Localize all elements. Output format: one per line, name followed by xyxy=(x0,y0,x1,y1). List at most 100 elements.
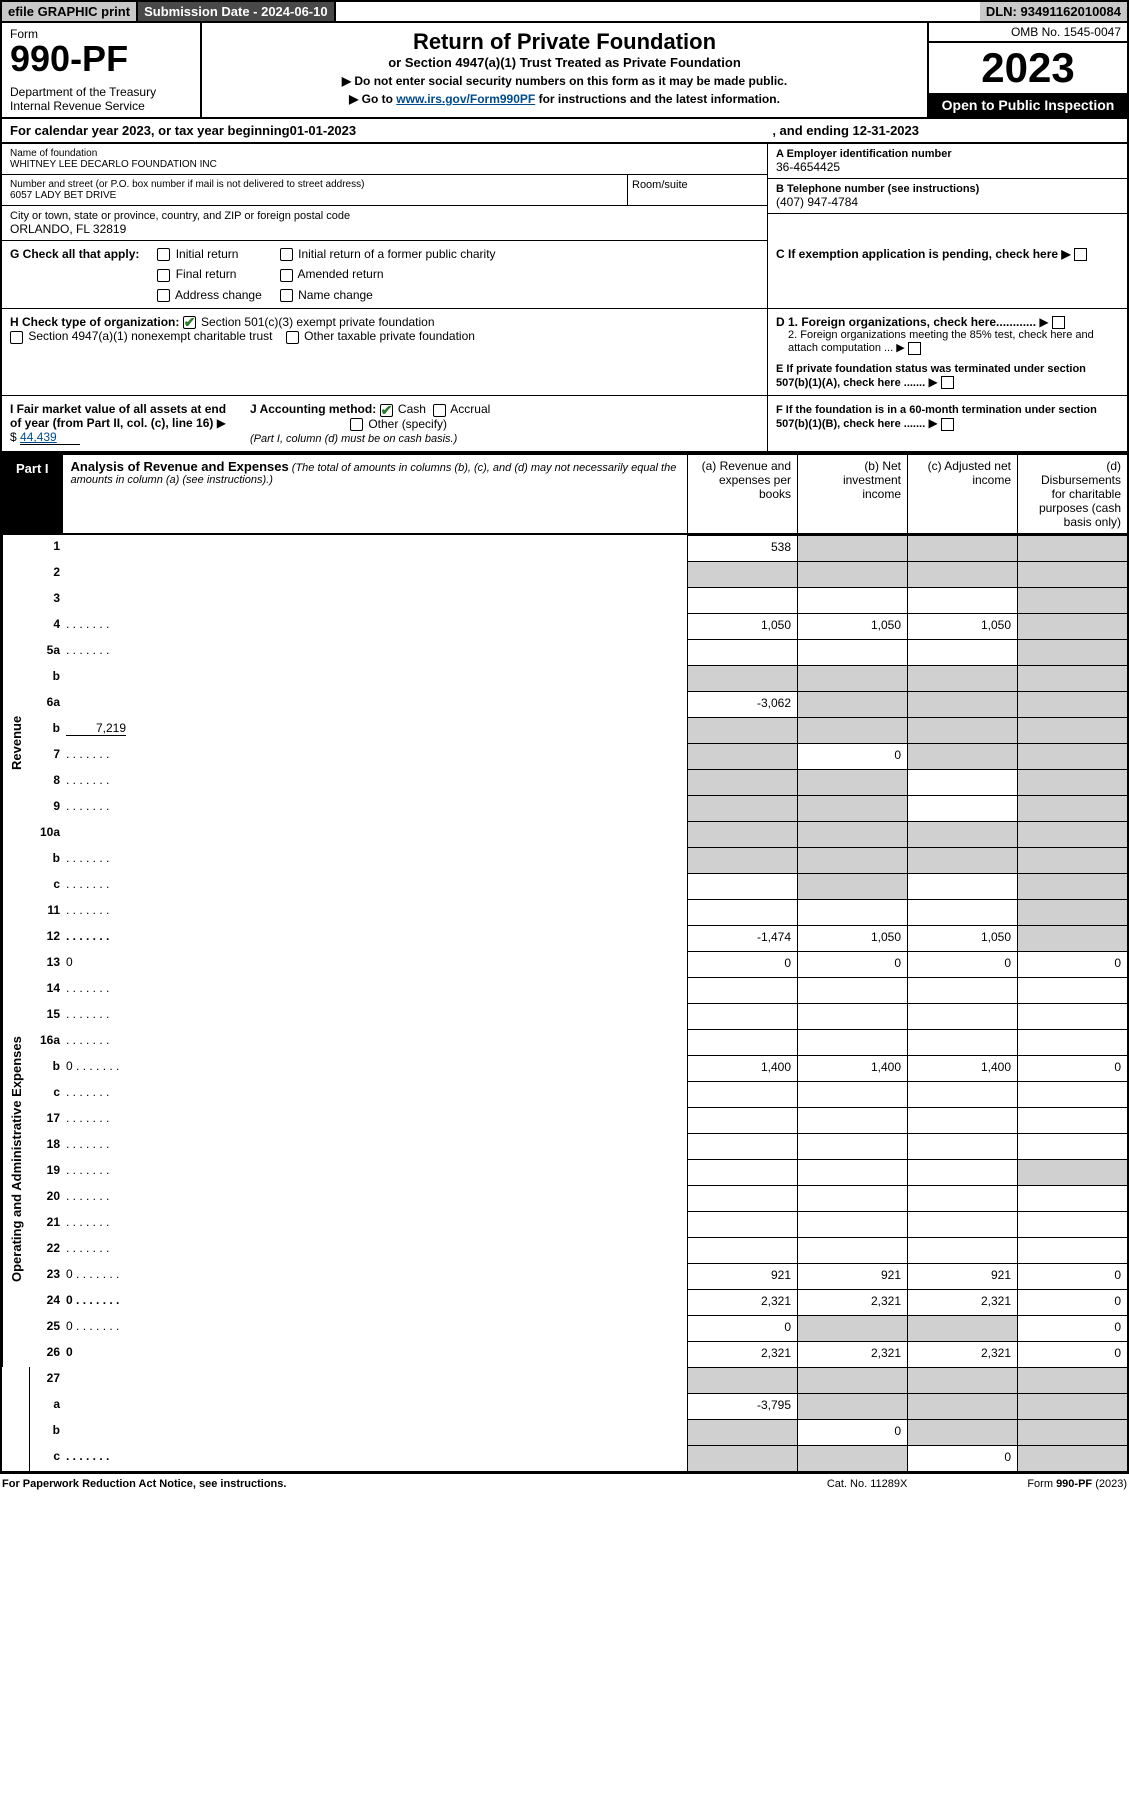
line-number: 15 xyxy=(30,1003,64,1029)
line-number: 17 xyxy=(30,1107,64,1133)
col-c-value xyxy=(907,535,1017,561)
cb-d2[interactable] xyxy=(908,342,921,355)
line-description: . . . . . . . xyxy=(64,639,687,665)
col-c-value: 921 xyxy=(907,1263,1017,1289)
line-number: 14 xyxy=(30,977,64,1003)
col-c-value xyxy=(907,899,1017,925)
table-row: 3 xyxy=(30,587,1127,613)
table-section: 27a-3,795b0c . . . . . . .0 xyxy=(2,1367,1127,1471)
line-number: 8 xyxy=(30,769,64,795)
line-description: . . . . . . . xyxy=(64,873,687,899)
table-row: 7 . . . . . . .0 xyxy=(30,743,1127,769)
i-label: I Fair market value of all assets at end… xyxy=(10,402,226,430)
table-row: c . . . . . . .0 xyxy=(30,1445,1127,1471)
cb-f[interactable] xyxy=(941,418,954,431)
col-d-value xyxy=(1017,743,1127,769)
col-c-value xyxy=(907,587,1017,613)
line-description xyxy=(64,821,687,847)
efile-label[interactable]: efile GRAPHIC print xyxy=(2,2,138,21)
cb-other-taxable[interactable] xyxy=(286,331,299,344)
ein-value: 36-4654425 xyxy=(776,160,1119,174)
col-d-hdr: (d) Disbursements for charitable purpose… xyxy=(1017,455,1127,533)
col-b-value: 1,400 xyxy=(797,1055,907,1081)
col-c-value xyxy=(907,1081,1017,1107)
cb-e[interactable] xyxy=(941,376,954,389)
room-suite-label: Room/suite xyxy=(627,175,767,205)
col-b-value xyxy=(797,1003,907,1029)
top-bar: efile GRAPHIC print Submission Date - 20… xyxy=(0,0,1129,23)
col-c-value xyxy=(907,743,1017,769)
col-d-value xyxy=(1017,795,1127,821)
col-d-value: 0 xyxy=(1017,951,1127,977)
table-row: 12 . . . . . . .-1,4741,0501,050 xyxy=(30,925,1127,951)
cb-final-return[interactable] xyxy=(157,269,170,282)
line-description xyxy=(64,1419,687,1445)
col-c-value: 1,050 xyxy=(907,925,1017,951)
cb-amended-return[interactable] xyxy=(280,269,293,282)
irs-link[interactable]: www.irs.gov/Form990PF xyxy=(396,92,535,106)
cb-accrual[interactable] xyxy=(433,404,446,417)
line-number: b xyxy=(30,847,64,873)
omb-number: OMB No. 1545-0047 xyxy=(929,23,1127,43)
name-label: Name of foundation xyxy=(10,148,759,159)
col-d-value xyxy=(1017,1159,1127,1185)
col-a-value: 2,321 xyxy=(687,1289,797,1315)
col-c-value xyxy=(907,1133,1017,1159)
col-d-value xyxy=(1017,1029,1127,1055)
col-c-value xyxy=(907,1159,1017,1185)
col-a-value: -1,474 xyxy=(687,925,797,951)
line-description: 7,219 xyxy=(64,717,687,743)
cb-4947a1[interactable] xyxy=(10,331,23,344)
col-b-value: 1,050 xyxy=(797,925,907,951)
col-b-value: 2,321 xyxy=(797,1341,907,1367)
line-description: . . . . . . . xyxy=(64,1445,687,1471)
line-description: . . . . . . . xyxy=(64,977,687,1003)
col-a-value: 921 xyxy=(687,1263,797,1289)
line-number: 4 xyxy=(30,613,64,639)
line-number: c xyxy=(30,873,64,899)
line-description: . . . . . . . xyxy=(64,1029,687,1055)
department: Department of the Treasury Internal Reve… xyxy=(10,85,192,113)
line-description: . . . . . . . xyxy=(64,1003,687,1029)
form-number[interactable]: 990-PF xyxy=(10,41,192,77)
table-row: 8 . . . . . . . xyxy=(30,769,1127,795)
cb-initial-former[interactable] xyxy=(280,248,293,261)
header-left: Form 990-PF Department of the Treasury I… xyxy=(2,23,202,117)
line-description xyxy=(64,1367,687,1393)
section-label: Operating and Administrative Expenses xyxy=(2,951,30,1367)
line-description xyxy=(64,665,687,691)
line-number: 11 xyxy=(30,899,64,925)
col-d-value xyxy=(1017,561,1127,587)
cb-initial-return[interactable] xyxy=(157,248,170,261)
col-c-value xyxy=(907,821,1017,847)
cb-address-change[interactable] xyxy=(157,289,170,302)
line-number: 23 xyxy=(30,1263,64,1289)
col-d-value xyxy=(1017,899,1127,925)
col-d-value xyxy=(1017,1237,1127,1263)
cb-name-change[interactable] xyxy=(280,289,293,302)
line-description: . . . . . . . xyxy=(64,925,687,951)
cb-501c3[interactable] xyxy=(183,316,196,329)
cb-cash[interactable] xyxy=(380,404,393,417)
line-description: . . . . . . . xyxy=(64,847,687,873)
table-section: Operating and Administrative Expenses130… xyxy=(2,951,1127,1367)
col-a-value xyxy=(687,717,797,743)
cb-d1[interactable] xyxy=(1052,316,1065,329)
line-description xyxy=(64,561,687,587)
city-label: City or town, state or province, country… xyxy=(10,210,759,222)
cb-other-method[interactable] xyxy=(350,418,363,431)
cb-exemption-pending[interactable] xyxy=(1074,248,1087,261)
col-d-value: 0 xyxy=(1017,1055,1127,1081)
table-row: c . . . . . . . xyxy=(30,873,1127,899)
col-c-value: 0 xyxy=(907,951,1017,977)
table-row: 27 xyxy=(30,1367,1127,1393)
line-number: 18 xyxy=(30,1133,64,1159)
line-number: 7 xyxy=(30,743,64,769)
instruction-1: ▶ Do not enter social security numbers o… xyxy=(208,74,921,88)
col-b-value xyxy=(797,1367,907,1393)
fmv-value[interactable]: 44,439 xyxy=(20,430,80,445)
line-description: . . . . . . . xyxy=(64,743,687,769)
col-b-value xyxy=(797,535,907,561)
table-row: 18 . . . . . . . xyxy=(30,1133,1127,1159)
line-number: 9 xyxy=(30,795,64,821)
